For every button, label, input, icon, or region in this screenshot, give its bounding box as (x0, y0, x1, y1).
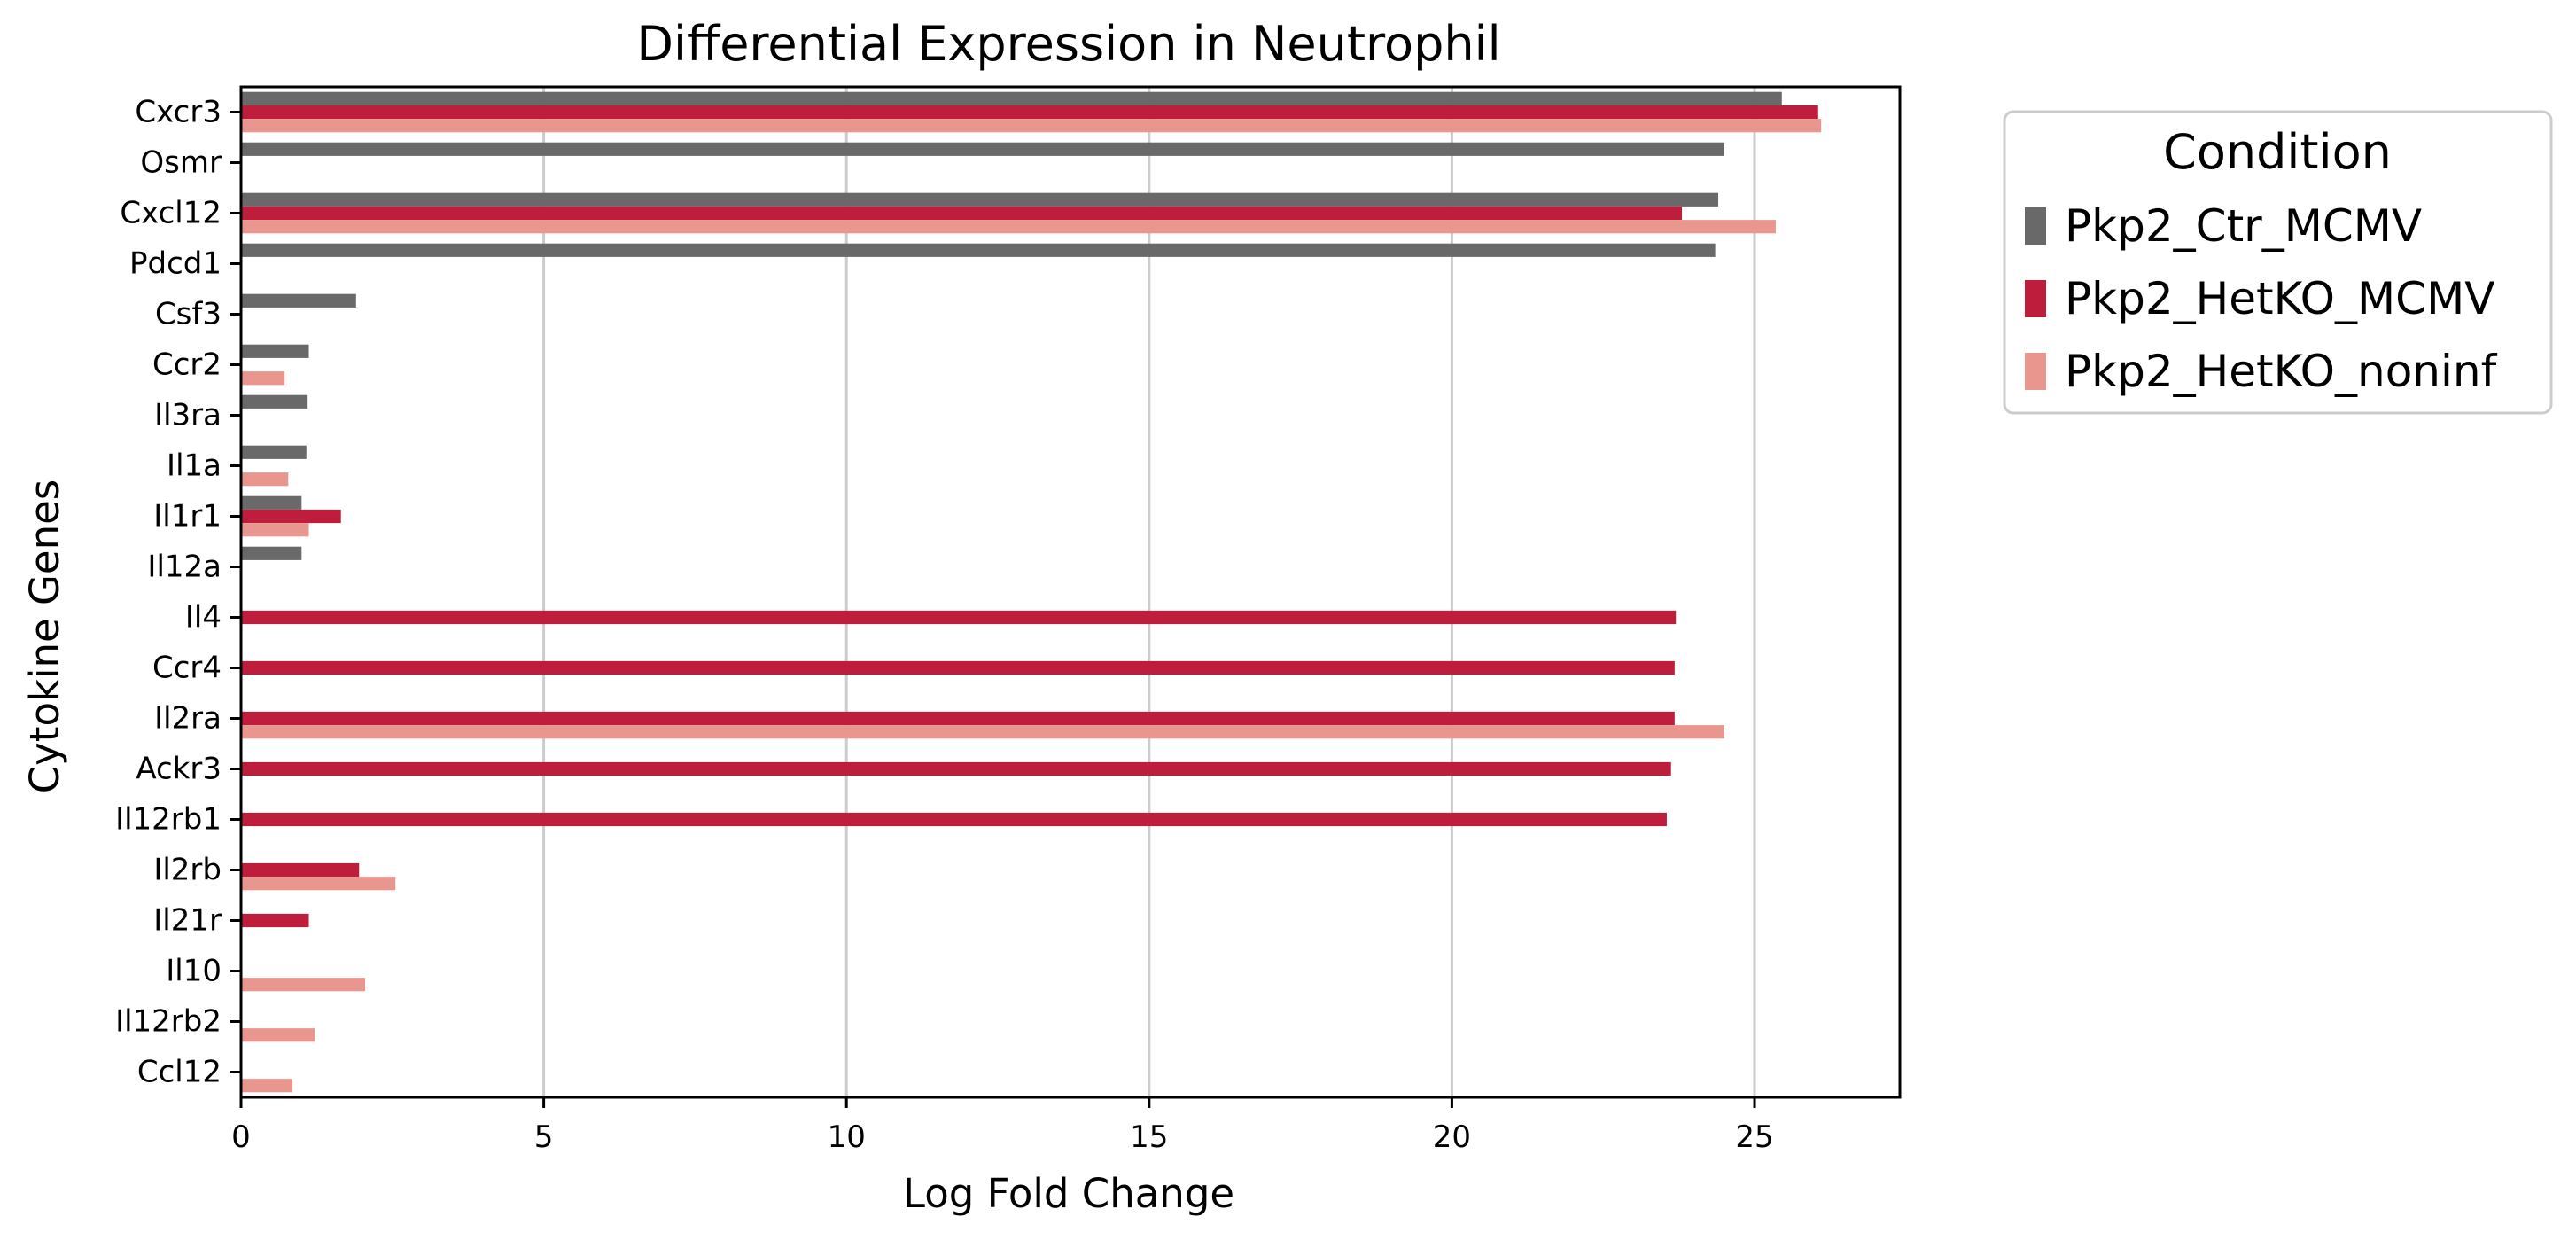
y-tick-label: Il1r1 (153, 499, 222, 534)
bar (241, 862, 360, 878)
bar (241, 913, 309, 928)
y-tick-label: Il2ra (154, 701, 222, 737)
bar (241, 394, 308, 409)
grid-layer (542, 87, 1756, 1097)
y-tick-label: Osmr (140, 145, 222, 181)
x-tick-label: 20 (1433, 1119, 1471, 1155)
bar (241, 220, 1776, 234)
bar (241, 142, 1724, 156)
y-tick-label: Il3ra (154, 398, 222, 433)
x-tick-label: 10 (828, 1119, 866, 1155)
bar (241, 445, 307, 459)
legend-title: Condition (2163, 124, 2392, 180)
legend-swatch (2025, 353, 2046, 390)
bar (241, 472, 289, 487)
bar (241, 105, 1818, 120)
y-tick-label: Csf3 (155, 297, 222, 332)
bar (241, 761, 1671, 776)
y-tick-label: Il1a (167, 448, 222, 484)
legend-label: Pkp2_HetKO_noninf (2065, 346, 2498, 397)
x-tick-label: 5 (534, 1119, 554, 1155)
y-tick-label: Il12rb1 (115, 802, 222, 838)
y-tick-label: Il21r (153, 903, 222, 939)
bar (241, 495, 302, 510)
y-tick-label: Pdcd1 (129, 246, 222, 282)
legend-entries: Pkp2_Ctr_MCMV Pkp2_HetKO_MCMV Pkp2_HetKO_n… (2025, 200, 2498, 397)
y-tick-label: Ccr4 (152, 651, 222, 686)
bar (241, 119, 1822, 133)
bar (241, 293, 356, 308)
bar (241, 509, 341, 524)
bar (241, 192, 1719, 207)
y-tick-label: Il12rb2 (115, 1004, 222, 1040)
x-tick-label: 15 (1130, 1119, 1168, 1155)
bar (241, 523, 309, 537)
y-tick-label: Il10 (166, 954, 222, 989)
plot-frame (239, 85, 1902, 1099)
bar (241, 243, 1716, 257)
x-tick-label: 0 (231, 1119, 251, 1155)
y-tick-label: Ccl12 (137, 1055, 222, 1090)
legend-label: Pkp2_Ctr_MCMV (2065, 200, 2422, 252)
legend-swatch (2025, 280, 2046, 317)
bars-layer (241, 91, 1822, 1093)
y-axis-ticks: Cxcr3 Osmr Cxcl12 Pdcd1 Csf3 Ccr2 Il3ra Il1a Il1… (115, 95, 241, 1090)
bar (241, 371, 285, 386)
legend-swatch (2025, 207, 2046, 245)
y-tick-label: Cxcr3 (135, 95, 222, 130)
legend: Condition Pkp2_Ctr_MCMVPkp2_HetKO_MCMVPk… (2003, 110, 2553, 415)
bar (241, 206, 1683, 221)
y-tick-label: Ccr2 (152, 347, 222, 383)
x-axis-ticks: 0 5 10 15 20 25 (231, 1097, 1774, 1155)
bar (241, 91, 1782, 105)
bar (241, 546, 302, 560)
legend-label: Pkp2_HetKO_MCMV (2065, 273, 2494, 324)
bar (241, 812, 1667, 827)
bar (241, 610, 1677, 625)
chart-title: Differential Expression in Neutrophil (636, 16, 1500, 72)
bar (241, 725, 1724, 739)
bar (241, 660, 1675, 675)
y-tick-label: Cxcl12 (120, 196, 222, 231)
y-axis-label: Cytokine Genes (21, 480, 68, 794)
x-axis-label: Log Fold Change (903, 1170, 1234, 1217)
y-tick-label: Ackr3 (136, 752, 222, 787)
y-tick-label: Il4 (185, 600, 222, 636)
bar (241, 978, 366, 992)
x-tick-label: 25 (1735, 1119, 1773, 1155)
bar (241, 1079, 293, 1093)
legend-box (2003, 110, 2553, 415)
y-tick-label: Il12a (147, 550, 222, 585)
bar (241, 344, 309, 358)
bar (241, 1028, 315, 1042)
bar (241, 711, 1675, 726)
bar (241, 877, 396, 891)
y-tick-label: Il2rb (153, 853, 222, 888)
